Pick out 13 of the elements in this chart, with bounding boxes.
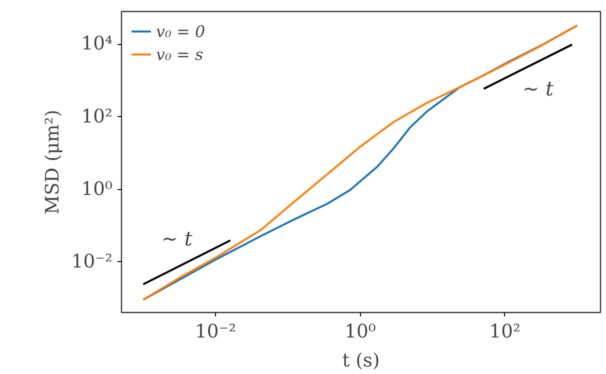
y-tick-label: 10⁰ — [81, 178, 112, 200]
x-tick-label: 10⁻² — [195, 322, 236, 342]
annotation: ∼ t — [161, 226, 194, 250]
x-tick-label: 10² — [489, 322, 520, 342]
x-tick-label: 10⁰ — [344, 322, 376, 342]
legend-label: v₀ = 0 — [156, 22, 206, 40]
annotation: ∼ t — [522, 76, 554, 101]
x-axis-title: t (s) — [342, 350, 380, 372]
y-tick-label: 10⁻² — [71, 251, 113, 272]
legend-label: v₀ = s — [156, 44, 204, 64]
y-tick-label: 10⁴ — [81, 34, 112, 55]
y-tick-label: 10² — [81, 106, 112, 128]
y-axis-title: MSD (μm²) — [42, 110, 64, 214]
